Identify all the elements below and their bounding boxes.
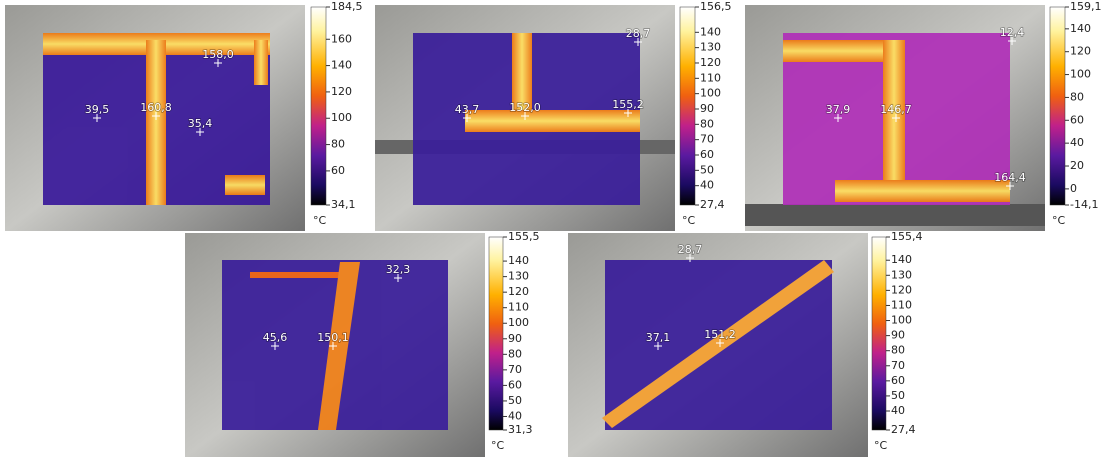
spot-temperature: 155,2 [612,98,644,111]
scale-label: 60 [331,164,345,177]
scale-label: 110 [700,71,721,84]
scale-label: 184,5 [331,0,363,13]
scale-label: 130 [700,41,721,54]
scale-unit: °C [682,214,696,227]
spot-temperature: 151,2 [704,328,736,341]
scale-label: 130 [891,268,912,281]
color-scale [311,7,326,205]
spot-temperature: 37,9 [826,103,851,116]
scale-label: 40 [891,404,905,417]
scale-label: 70 [700,133,714,146]
scale-label: 140 [331,59,352,72]
scale-label: 90 [891,329,905,342]
scale-label: 60 [700,148,714,161]
scale-label: 80 [331,138,345,151]
scale-label: -14,1 [1070,198,1098,211]
scale-label: 90 [700,102,714,115]
spot-temperature: 164,4 [994,171,1026,184]
spot-temperature: 158,0 [202,48,234,61]
scale-unit: °C [491,439,505,452]
scale-label: 80 [508,347,522,360]
scale-label: 70 [891,359,905,372]
scale-label: 140 [508,254,529,267]
scale-unit: °C [874,439,888,452]
scale-label: 34,1 [331,198,356,211]
scale-label: 50 [891,389,905,402]
scale-label: 50 [700,163,714,176]
scale-label: 120 [331,85,352,98]
spot-temperature: 45,6 [263,331,288,344]
scale-unit: °C [313,214,327,227]
spot-temperature: 28,7 [678,243,703,256]
color-scale [680,7,695,205]
spot-temperature: 43,7 [455,103,480,116]
scale-label: 80 [700,117,714,130]
scale-label: 159,1 [1070,0,1102,13]
scale-label: 80 [891,344,905,357]
scale-label: 31,3 [508,423,533,436]
scale-label: 0 [1070,182,1077,195]
scale-label: 120 [508,285,529,298]
color-scale [872,237,886,430]
scale-label: 156,5 [700,0,732,13]
scale-label: 70 [508,363,522,376]
spot-temperature: 152,0 [509,101,541,114]
scale-label: 140 [891,253,912,266]
spot-temperature: 150,1 [317,331,349,344]
scale-label: 120 [1070,45,1091,58]
scale-label: 110 [891,298,912,311]
scale-label: 160 [331,32,352,45]
thermal-collage: 39,5 160,8 35,4 158,0 184,5 160 140 120 100 80 60 3… [0,0,1114,459]
scale-label: 27,4 [700,198,725,211]
spot-temperature: 37,1 [646,331,671,344]
scale-label: 100 [891,314,912,327]
spot-temperature: 12,4 [1000,26,1025,39]
scale-label: 130 [508,270,529,283]
spot-temperature: 160,8 [140,101,172,114]
spot-temperature: 28,7 [626,27,651,40]
scale-label: 140 [700,25,721,38]
scale-label: 100 [508,316,529,329]
scale-label: 27,4 [891,423,916,436]
scale-label: 90 [508,332,522,345]
scale-label: 50 [508,394,522,407]
scale-label: 100 [331,111,352,124]
scale-label: 120 [700,56,721,69]
scale-label: 120 [891,283,912,296]
scale-label: 100 [700,87,721,100]
spot-temperature: 146,7 [880,103,912,116]
scale-label: 40 [700,179,714,192]
scale-label: 155,4 [891,230,923,243]
scale-label: 40 [1070,136,1084,149]
scale-label: 60 [1070,113,1084,126]
scale-label: 60 [508,378,522,391]
spot-temperature: 39,5 [85,103,110,116]
scale-label: 140 [1070,22,1091,35]
scale-label: 155,5 [508,230,540,243]
spot-temperature: 32,3 [386,263,411,276]
scale-label: 80 [1070,90,1084,103]
scale-unit: °C [1052,214,1066,227]
scale-label: 100 [1070,68,1091,81]
spot-temperature: 35,4 [188,117,213,130]
scale-label: 40 [508,409,522,422]
scale-label: 110 [508,301,529,314]
color-scale [1050,7,1065,205]
scale-label: 20 [1070,159,1084,172]
color-scale [489,237,503,430]
scale-label: 60 [891,374,905,387]
